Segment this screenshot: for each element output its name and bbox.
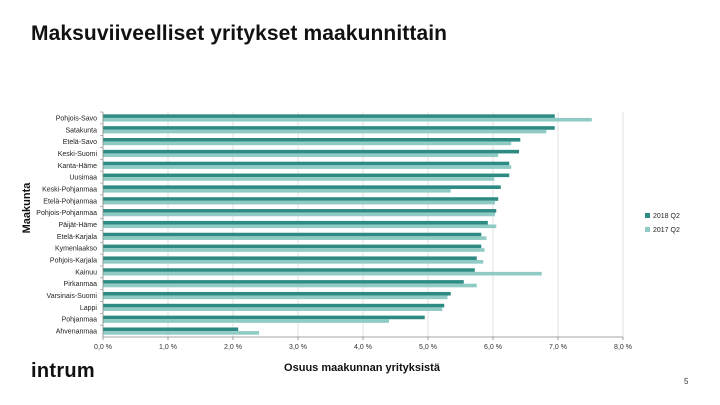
category-label: Pohjanmaa — [62, 317, 98, 324]
bar-2017-q2 — [103, 331, 259, 335]
bar-2017-q2 — [103, 236, 487, 240]
bar-2018-q2 — [103, 197, 499, 201]
bar-2017-q2 — [103, 165, 512, 169]
bars — [103, 114, 592, 335]
bar-2018-q2 — [103, 291, 451, 296]
bar-2018-q2 — [103, 149, 519, 154]
x-tick-label: 4,0 % — [354, 344, 372, 351]
intrum-logo: intrum — [31, 360, 96, 382]
x-tick-label: 0,0 % — [94, 344, 112, 351]
x-tick-label: 6,0 % — [484, 344, 502, 351]
category-label: Keski-Suomi — [58, 151, 98, 158]
bar-2017-q2 — [103, 224, 497, 229]
category-label: Satakunta — [65, 127, 97, 134]
bar-2018-q2 — [103, 315, 425, 320]
bar-2017-q2 — [103, 248, 485, 252]
x-tick-label: 3,0 % — [289, 344, 307, 351]
bar-2017-q2 — [103, 260, 484, 264]
bar-2018-q2 — [103, 280, 464, 284]
page-number: 5 — [684, 377, 689, 386]
category-label: Keski-Pohjanmaa — [42, 186, 97, 193]
bar-2018-q2 — [103, 268, 475, 272]
bar-2017-q2 — [103, 283, 477, 288]
bar-2017-q2 — [103, 129, 547, 134]
bar-2018-q2 — [103, 220, 488, 225]
legend: 2018 Q2 2017 Q2 — [645, 213, 680, 234]
bar-2017-q2 — [103, 117, 592, 122]
legend-swatch — [645, 213, 650, 218]
x-tick-label: 1,0 % — [159, 344, 177, 351]
x-axis-title: Osuus maakunnan yrityksistä — [284, 362, 441, 374]
bar-2018-q2 — [103, 209, 497, 213]
legend-label: 2017 Q2 — [653, 227, 680, 234]
bar-2018-q2 — [103, 114, 555, 118]
x-tick-label: 7,0 % — [549, 344, 567, 351]
bar-2017-q2 — [103, 200, 495, 205]
bar-2018-q2 — [103, 256, 477, 261]
bar-2018-q2 — [103, 185, 501, 189]
bar-2018-q2 — [103, 138, 521, 142]
legend-label: 2018 Q2 — [653, 213, 680, 220]
bar-2017-q2 — [103, 271, 542, 276]
bar-2018-q2 — [103, 303, 445, 308]
bar-2017-q2 — [103, 295, 448, 300]
bar-2017-q2 — [103, 212, 495, 217]
bar-2017-q2 — [103, 177, 495, 181]
bar-2017-q2 — [103, 319, 389, 323]
category-label: Päijät-Häme — [58, 222, 97, 229]
bar-2017-q2 — [103, 307, 443, 311]
category-label: Kainuu — [75, 269, 97, 276]
category-label: Etelä-Pohjanmaa — [43, 198, 97, 205]
bar-2017-q2 — [103, 141, 512, 146]
category-label: Lappi — [80, 305, 98, 312]
category-label: Uusimaa — [69, 175, 97, 182]
x-tick-label: 2,0 % — [224, 344, 242, 351]
x-tick-label: 8,0 % — [614, 344, 632, 351]
bar-2017-q2 — [103, 188, 451, 193]
category-labels: Pohjois-Savo Satakunta Etelä-Savo Keski-Suo… — [36, 115, 97, 335]
bar-2018-q2 — [103, 161, 510, 166]
legend-swatch — [645, 227, 650, 232]
category-label: Kymenlaakso — [55, 246, 97, 253]
category-label: Pohjois-Pohjanmaa — [36, 210, 97, 217]
category-label: Etelä-Karjala — [57, 234, 97, 241]
category-label: Pirkanmaa — [64, 281, 98, 288]
bar-2017-q2 — [103, 153, 499, 158]
category-label: Varsinais-Suomi — [47, 293, 98, 300]
bar-2018-q2 — [103, 126, 555, 130]
bar-2018-q2 — [103, 232, 482, 237]
y-axis-title: Maakunta — [21, 182, 33, 234]
bar-2018-q2 — [103, 173, 510, 178]
category-label: Kanta-Häme — [58, 163, 97, 170]
category-label: Pohjois-Savo — [56, 115, 97, 122]
bar-2018-q2 — [103, 327, 239, 332]
x-tick-label: 5,0 % — [419, 344, 437, 351]
axes — [100, 111, 624, 340]
bar-2018-q2 — [103, 244, 482, 249]
x-tick-labels: 0,0 % 1,0 % 2,0 % 3,0 % 4,0 % 5,0 % 6,0 % 7,0 %… — [94, 344, 632, 351]
category-label: Etelä-Savo — [63, 139, 97, 146]
category-label: Pohjois-Karjala — [50, 258, 97, 265]
page-title: Maksuviiveelliset yritykset maakunnittai… — [31, 22, 448, 45]
category-label: Ahvenanmaa — [56, 329, 97, 336]
